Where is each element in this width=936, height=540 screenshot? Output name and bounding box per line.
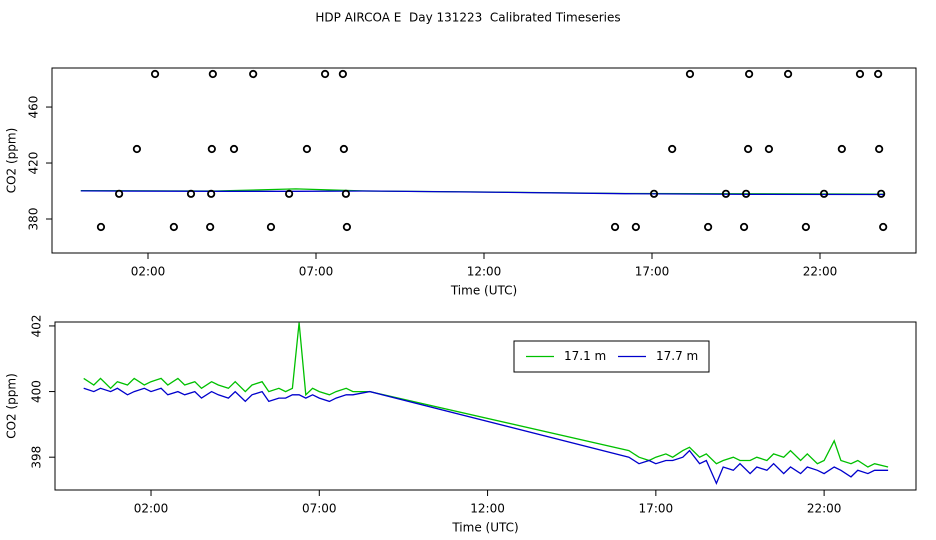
data-point: [206, 222, 215, 232]
data-point: [879, 222, 888, 232]
data-line: [83, 322, 889, 468]
data-point: [338, 69, 347, 79]
data-point: [342, 222, 352, 232]
chart-title: HDP AIRCOA E Day 131223 Calibrated Times…: [315, 11, 620, 25]
data-point: [631, 222, 640, 232]
data-point: [685, 69, 695, 79]
legend-label: 17.7 m: [656, 349, 698, 363]
y-tick-label: 380: [27, 208, 41, 231]
data-point: [266, 222, 276, 232]
data-point: [285, 189, 294, 198]
x-tick-label: 17:00: [639, 502, 674, 516]
x-tick-label: 17:00: [635, 265, 670, 279]
data-point: [229, 144, 239, 154]
plot-frame: [54, 321, 917, 491]
x-axis-label: Time (UTC): [450, 284, 517, 298]
data-point: [610, 222, 620, 232]
data-point: [249, 69, 258, 79]
x-tick-label: 07:00: [302, 502, 337, 516]
data-point: [208, 69, 217, 79]
data-point: [341, 189, 351, 198]
data-point: [855, 69, 865, 79]
y-axis-label: CO2 (ppm): [5, 373, 19, 439]
y-axis-label: CO2 (ppm): [5, 128, 19, 194]
plot-frame: [51, 67, 917, 254]
x-axis-label: Time (UTC): [451, 521, 518, 535]
data-point: [320, 69, 330, 79]
data-point: [819, 189, 829, 198]
data-point: [649, 189, 659, 198]
data-point: [302, 144, 312, 154]
data-line: [80, 190, 884, 196]
data-point: [877, 189, 886, 198]
data-point: [132, 144, 142, 154]
data-point: [875, 144, 884, 154]
data-point: [169, 222, 178, 232]
data-point: [741, 189, 751, 198]
data-point: [339, 144, 348, 154]
x-tick-label: 07:00: [299, 265, 334, 279]
x-tick-label: 02:00: [131, 265, 166, 279]
data-point: [764, 144, 774, 154]
data-point: [874, 69, 883, 79]
x-tick-label: 02:00: [134, 502, 169, 516]
data-point: [704, 222, 713, 232]
data-point: [114, 189, 124, 198]
data-point: [739, 222, 749, 232]
data-point: [150, 69, 160, 79]
x-tick-label: 12:00: [470, 502, 505, 516]
x-tick-label: 22:00: [803, 265, 838, 279]
y-tick-label: 402: [30, 314, 44, 337]
data-point: [783, 69, 793, 79]
legend-label: 17.1 m: [564, 349, 606, 363]
x-tick-label: 22:00: [807, 502, 842, 516]
y-tick-label: 420: [27, 152, 41, 175]
y-tick-label: 398: [30, 446, 44, 469]
data-point: [207, 189, 216, 198]
data-point: [837, 144, 846, 154]
data-point: [745, 69, 754, 79]
data-point: [721, 189, 731, 198]
data-line: [83, 387, 889, 486]
x-tick-label: 12:00: [467, 265, 502, 279]
data-point: [186, 189, 196, 198]
data-point: [207, 144, 216, 154]
data-point: [801, 222, 810, 232]
data-point: [668, 144, 677, 154]
y-tick-label: 460: [27, 96, 41, 119]
data-point: [743, 144, 753, 154]
data-point: [96, 222, 106, 232]
y-tick-label: 400: [30, 380, 44, 403]
